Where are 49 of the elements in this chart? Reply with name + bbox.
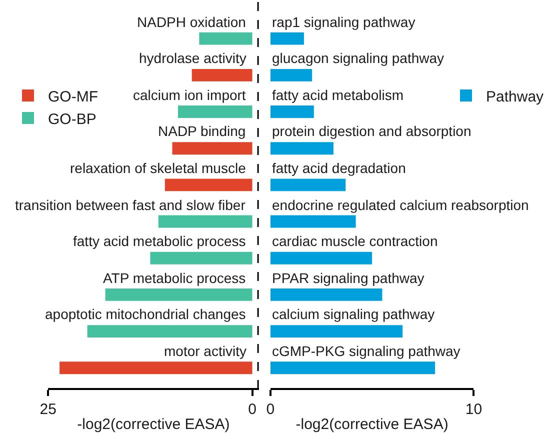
y-tick-label: relaxation of skeletal muscle xyxy=(70,160,246,176)
bar xyxy=(87,325,252,338)
y-tick-label: NADP binding xyxy=(158,123,246,139)
y-tick-label: glucagon signaling pathway xyxy=(272,50,444,66)
y-tick-label: transition between fast and slow fiber xyxy=(15,197,246,213)
bar xyxy=(270,325,403,338)
x-tick-label: 0 xyxy=(266,401,275,418)
bar xyxy=(270,178,346,192)
legend-label: GO-MF xyxy=(48,88,98,106)
y-tick-label: calcium ion import xyxy=(133,87,246,103)
legend-label: Pathway xyxy=(486,88,544,106)
x-tick-label: 0 xyxy=(248,401,256,418)
y-tick-label: fatty acid degradation xyxy=(272,160,406,176)
bar xyxy=(172,142,252,155)
bar xyxy=(270,142,334,155)
bar xyxy=(270,68,312,82)
y-tick-label: apoptotic mitochondrial changes xyxy=(45,306,246,322)
bar xyxy=(60,362,252,374)
legend-label: GO-BP xyxy=(48,110,96,128)
y-tick-label: ATP metabolic process xyxy=(103,270,246,286)
bar xyxy=(150,252,252,264)
bar xyxy=(270,215,356,228)
y-tick-label: fatty acid metabolism xyxy=(272,87,404,103)
y-tick-label: protein digestion and absorption xyxy=(272,123,472,139)
bar xyxy=(105,288,252,301)
bar xyxy=(178,106,252,118)
y-tick-label: cGMP-PKG signaling pathway xyxy=(272,343,460,359)
bar xyxy=(192,68,252,82)
y-tick-label: NADPH oxidation xyxy=(137,14,246,30)
bar xyxy=(270,362,436,374)
bar xyxy=(270,288,382,301)
x-tick-label: 25 xyxy=(40,401,56,418)
y-tick-label: hydrolase activity xyxy=(139,50,246,66)
y-tick-label: PPAR signaling pathway xyxy=(272,270,424,286)
bar xyxy=(199,32,252,45)
x-axis-title: -log2(corrective EASA) xyxy=(296,416,448,433)
y-tick-label: fatty acid metabolic process xyxy=(73,233,246,249)
y-tick-label: calcium signaling pathway xyxy=(272,306,435,322)
bar xyxy=(270,32,304,45)
bar xyxy=(158,215,252,228)
y-tick-label: motor activity xyxy=(164,343,246,359)
bar xyxy=(270,252,372,264)
bar xyxy=(270,106,314,118)
bar xyxy=(164,178,252,192)
y-tick-label: rap1 signaling pathway xyxy=(272,14,416,30)
x-axis-title: -log2(corrective EASA) xyxy=(77,416,230,433)
x-tick-label: 10 xyxy=(465,401,482,418)
y-tick-label: cardiac muscle contraction xyxy=(272,233,438,249)
y-tick-label: endocrine regulated calcium reabsorption xyxy=(272,197,529,213)
